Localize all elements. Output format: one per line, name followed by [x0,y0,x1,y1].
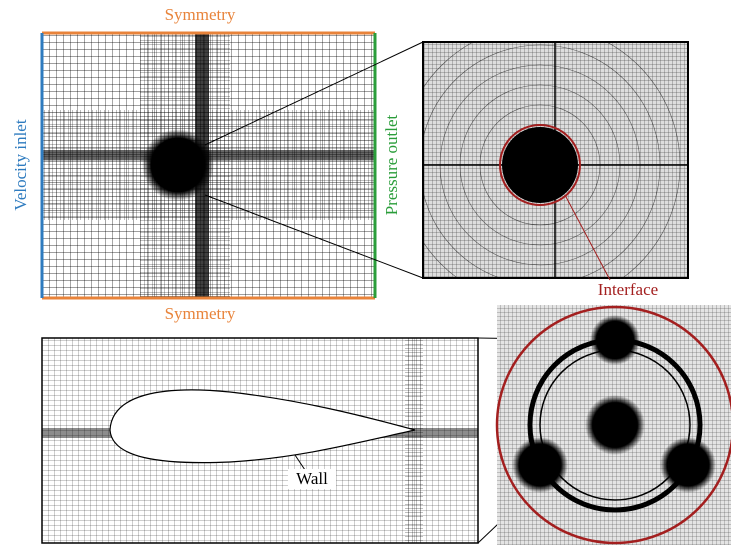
figure: Symmetry Symmetry Velocity inlet Pressur… [0,0,731,545]
label-symmetry-top: Symmetry [165,5,236,24]
domain-mesh [42,33,375,298]
rotor-mesh [497,305,731,545]
label-wall: Wall [296,469,328,488]
label-symmetry-bottom: Symmetry [165,304,236,323]
label-pressure-outlet: Pressure outlet [382,114,401,215]
label-interface: Interface [598,280,658,299]
label-velocity-inlet: Velocity inlet [11,119,30,210]
zoom-mesh [400,25,688,305]
airfoil-mesh [42,338,478,543]
